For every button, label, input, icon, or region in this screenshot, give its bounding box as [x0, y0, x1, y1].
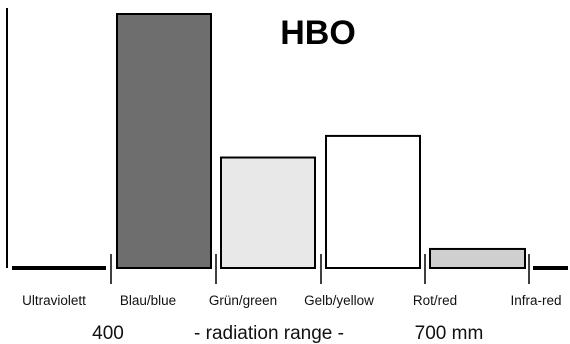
category-label-5: Infra-red — [510, 293, 561, 308]
bar-baseline-5 — [533, 266, 568, 270]
category-divider-group — [110, 254, 530, 284]
category-label-3: Gelb/yellow — [304, 293, 374, 308]
category-label-1: Blau/blue — [120, 293, 176, 308]
bar-2 — [220, 156, 316, 269]
bar-3 — [325, 134, 421, 269]
bar-1 — [116, 13, 212, 269]
category-label-0: Ultraviolett — [22, 293, 86, 308]
bar-baseline-0 — [12, 266, 106, 270]
bar-group — [12, 13, 568, 270]
range-end-label: 700 mm — [415, 323, 484, 344]
category-label-4: Rot/red — [413, 293, 457, 308]
x-axis-label: - radiation range - — [194, 323, 344, 344]
range-start-label: 400 — [92, 323, 124, 344]
category-label-group: Ultraviolett Blau/blue Grün/green Gelb/yell… — [22, 293, 561, 308]
chart-title: HBO — [280, 14, 356, 52]
bar-4 — [429, 247, 526, 269]
category-label-2: Grün/green — [209, 293, 277, 308]
